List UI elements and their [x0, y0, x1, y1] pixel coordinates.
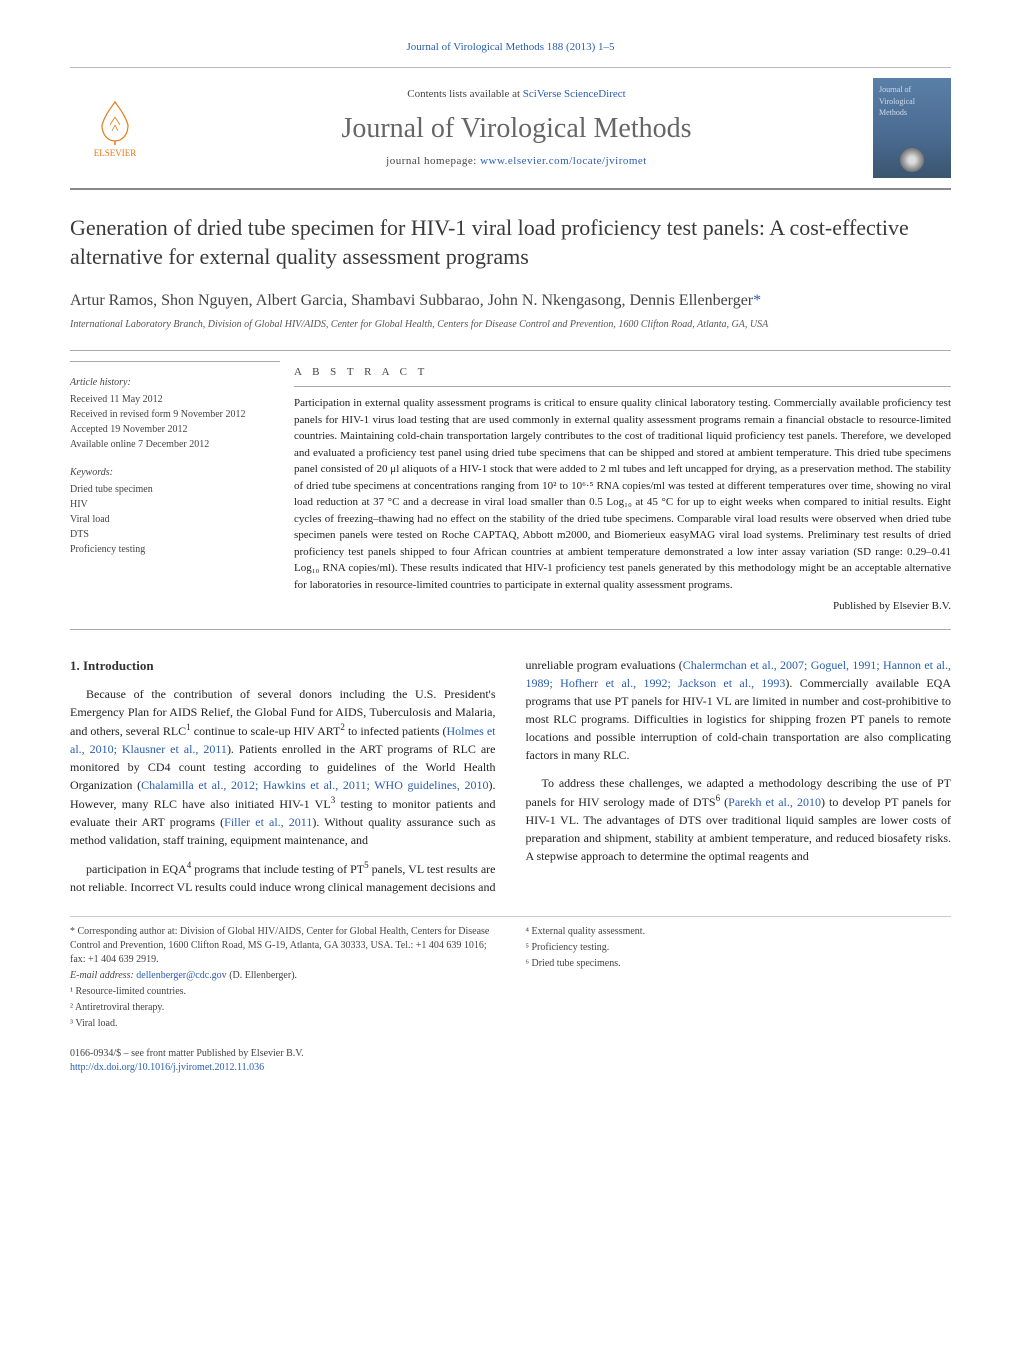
text-span: continue to scale-up HIV ART [191, 724, 341, 738]
body-columns: 1. Introduction Because of the contribut… [70, 656, 951, 897]
journal-title: Journal of Virological Methods [160, 109, 873, 148]
citation-link[interactable]: Chalamilla et al., 2012; Hawkins et al.,… [141, 778, 488, 792]
history-heading: Article history: [70, 376, 266, 390]
authors: Artur Ramos, Shon Nguyen, Albert Garcia,… [70, 290, 951, 312]
cover-text: Journal of Virological Methods [879, 84, 945, 118]
email-label: E-mail address: [70, 970, 136, 981]
footnote-1: ¹ Resource-limited countries. [70, 985, 496, 999]
contents-line: Contents lists available at SciVerse Sci… [160, 87, 873, 102]
elsevier-logo: ELSEVIER [70, 83, 160, 173]
text-span: participation in EQA [86, 862, 187, 876]
journal-reference: Journal of Virological Methods 188 (2013… [70, 40, 951, 55]
journal-cover-thumb: Journal of Virological Methods [873, 78, 951, 178]
contents-pre: Contents lists available at [407, 88, 522, 100]
citation-link[interactable]: Parekh et al., 2010 [728, 795, 821, 809]
journal-homepage-link[interactable]: www.elsevier.com/locate/jviromet [480, 155, 647, 167]
cover-ring-icon [900, 148, 924, 172]
keyword: HIV [70, 497, 266, 512]
author-names: Artur Ramos, Shon Nguyen, Albert Garcia,… [70, 292, 753, 309]
homepage-pre: journal homepage: [386, 155, 480, 167]
sciencedirect-link[interactable]: SciVerse ScienceDirect [523, 88, 626, 100]
masthead: ELSEVIER Contents lists available at Sci… [70, 67, 951, 190]
publisher-note: Published by Elsevier B.V. [294, 599, 951, 614]
email-post: (D. Ellenberger). [227, 970, 297, 981]
keyword: Dried tube specimen [70, 482, 266, 497]
text-span: to infected patients ( [345, 724, 447, 738]
history-line: Accepted 19 November 2012 [70, 422, 266, 437]
copyright-line: 0166-0934/$ – see front matter Published… [70, 1047, 951, 1061]
intro-para-3: To address these challenges, we adapted … [526, 774, 952, 865]
journal-homepage: journal homepage: www.elsevier.com/locat… [160, 154, 873, 169]
doi-link[interactable]: http://dx.doi.org/10.1016/j.jviromet.201… [70, 1062, 264, 1073]
footnote-4: ⁴ External quality assessment. [526, 925, 952, 939]
history-line: Received 11 May 2012 [70, 392, 266, 407]
cover-line: Methods [879, 107, 945, 118]
article-info-sidebar: Article history: Received 11 May 2012 Re… [70, 361, 280, 629]
history-line: Available online 7 December 2012 [70, 437, 266, 452]
bottom-line: 0166-0934/$ – see front matter Published… [70, 1047, 951, 1075]
text-span: ( [720, 795, 728, 809]
footnote-2: ² Antiretroviral therapy. [70, 1001, 496, 1015]
footnotes-right: ⁴ External quality assessment. ⁵ Profici… [526, 925, 952, 1033]
article-title: Generation of dried tube specimen for HI… [70, 214, 951, 271]
cover-line: Virological [879, 96, 945, 107]
text-span: programs that include testing of PT [191, 862, 364, 876]
citation-link[interactable]: Filler et al., 2011 [224, 815, 312, 829]
corresponding-author-marker[interactable]: * [753, 292, 761, 309]
keyword: Viral load [70, 512, 266, 527]
email-link[interactable]: dellenberger@cdc.gov [136, 970, 226, 981]
footnote-5: ⁵ Proficiency testing. [526, 941, 952, 955]
keyword: Proficiency testing [70, 542, 266, 557]
masthead-center: Contents lists available at SciVerse Sci… [160, 87, 873, 169]
keywords-heading: Keywords: [70, 466, 266, 480]
email-line: E-mail address: dellenberger@cdc.gov (D.… [70, 969, 496, 983]
footnote-6: ⁶ Dried tube specimens. [526, 957, 952, 971]
cover-line: Journal of [879, 84, 945, 95]
journal-ref-link[interactable]: Journal of Virological Methods 188 (2013… [406, 41, 614, 53]
elsevier-label: ELSEVIER [94, 147, 137, 160]
corresponding-author-note: * Corresponding author at: Division of G… [70, 925, 496, 967]
history-line: Received in revised form 9 November 2012 [70, 407, 266, 422]
abstract-block: Article history: Received 11 May 2012 Re… [70, 350, 951, 630]
footnotes-left: * Corresponding author at: Division of G… [70, 925, 496, 1033]
elsevier-tree-icon [90, 97, 140, 147]
intro-para-1: Because of the contribution of several d… [70, 685, 496, 849]
footnote-3: ³ Viral load. [70, 1017, 496, 1031]
affiliation: International Laboratory Branch, Divisio… [70, 318, 951, 332]
abstract-text: Participation in external quality assess… [294, 395, 951, 593]
abstract-main: A B S T R A C T Participation in externa… [280, 351, 951, 629]
keyword: DTS [70, 527, 266, 542]
footnotes: * Corresponding author at: Division of G… [70, 916, 951, 1033]
intro-heading: 1. Introduction [70, 656, 496, 676]
abstract-heading: A B S T R A C T [294, 365, 951, 387]
